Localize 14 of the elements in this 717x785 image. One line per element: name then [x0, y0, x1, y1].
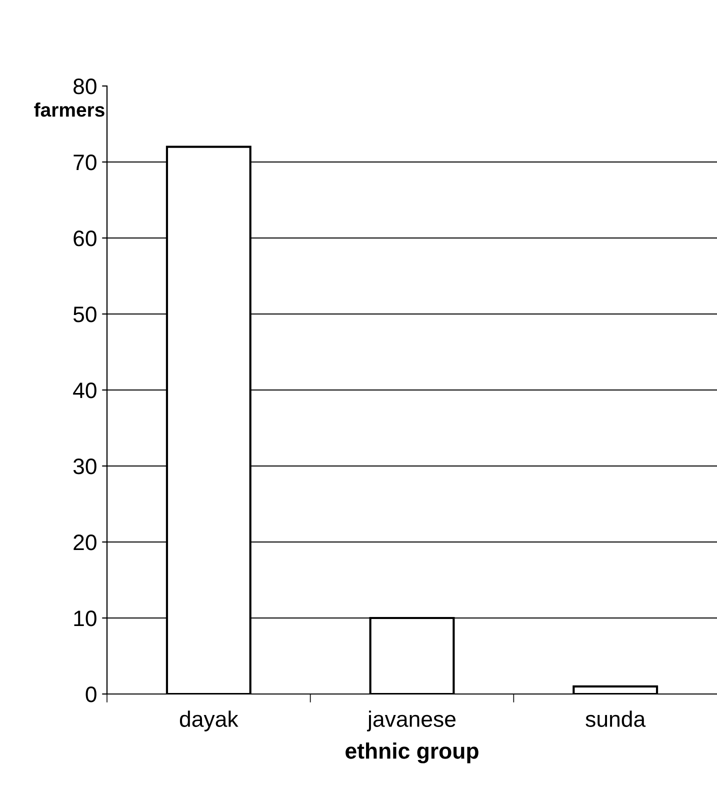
x-axis-title: ethnic group	[346, 742, 478, 764]
y-tick-label: 30	[73, 458, 96, 474]
y-axis-title: farmers	[34, 102, 104, 117]
y-tick-label: 20	[74, 534, 96, 550]
x-tick-label: javanese	[366, 710, 456, 732]
x-tick-label: dayak	[180, 710, 238, 732]
y-tick-label: 40	[73, 382, 96, 398]
x-tick-label: sunda	[586, 710, 646, 727]
y-tick-label: 50	[73, 306, 96, 322]
y-tick-label: 80	[74, 78, 96, 94]
y-tick-label: 60	[74, 230, 96, 246]
y-tick-label: 0	[86, 686, 96, 702]
y-tick-label: 10	[74, 610, 96, 626]
y-tick-label: 70	[74, 154, 96, 170]
